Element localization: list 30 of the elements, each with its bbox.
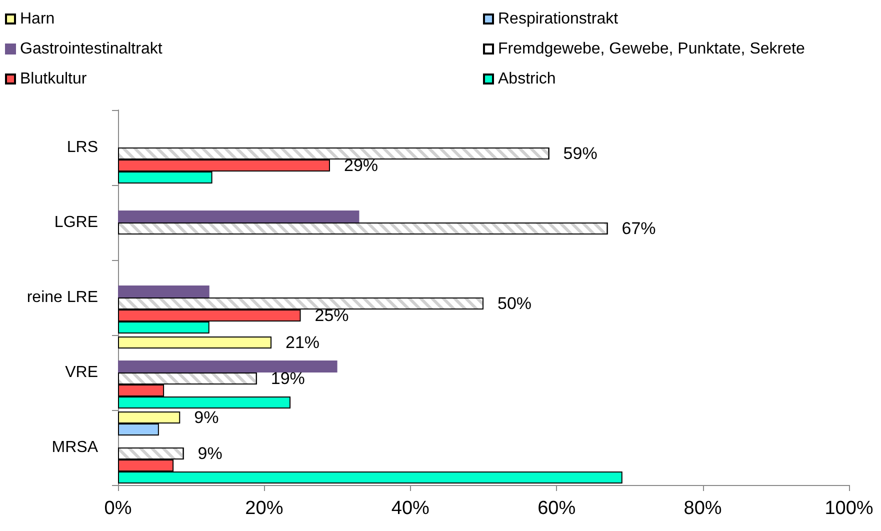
y-tick-label: reine LRE xyxy=(26,289,98,306)
data-label: 19% xyxy=(270,369,305,388)
data-label: 9% xyxy=(198,444,222,463)
legend-label: Abstrich xyxy=(498,70,556,88)
x-tick-label: 80% xyxy=(684,498,722,519)
y-tick-label: LGRE xyxy=(54,214,98,231)
data-label: 29% xyxy=(344,156,378,175)
data-label: 50% xyxy=(498,294,532,313)
legend-label: Blutkultur xyxy=(20,70,88,88)
bar xyxy=(118,210,360,222)
x-tick-label: 0% xyxy=(104,498,132,519)
data-label: 25% xyxy=(314,306,349,325)
data-label: 59% xyxy=(563,144,598,163)
legend-label: Respirationstrakt xyxy=(498,10,619,28)
x-tick-label: 60% xyxy=(538,498,576,519)
data-label: 21% xyxy=(286,333,320,352)
x-tick-label: 40% xyxy=(391,498,430,519)
y-tick-label: VRE xyxy=(65,364,98,381)
y-tick-label: MRSA xyxy=(52,439,98,456)
x-tick-label: 20% xyxy=(245,498,284,519)
bar xyxy=(118,336,272,348)
x-tick-label: 100% xyxy=(824,498,874,519)
data-label: 67% xyxy=(622,219,656,238)
data-label: 9% xyxy=(194,408,219,427)
legend-label: Gastrointestinaltrakt xyxy=(20,40,163,58)
bar xyxy=(118,360,338,372)
y-tick-label: LRS xyxy=(66,139,98,156)
bar xyxy=(118,286,210,298)
legend-label: Harn xyxy=(20,10,55,28)
legend-label: Fremdgewebe, Gewebe, Punktate, Sekrete xyxy=(498,40,805,58)
